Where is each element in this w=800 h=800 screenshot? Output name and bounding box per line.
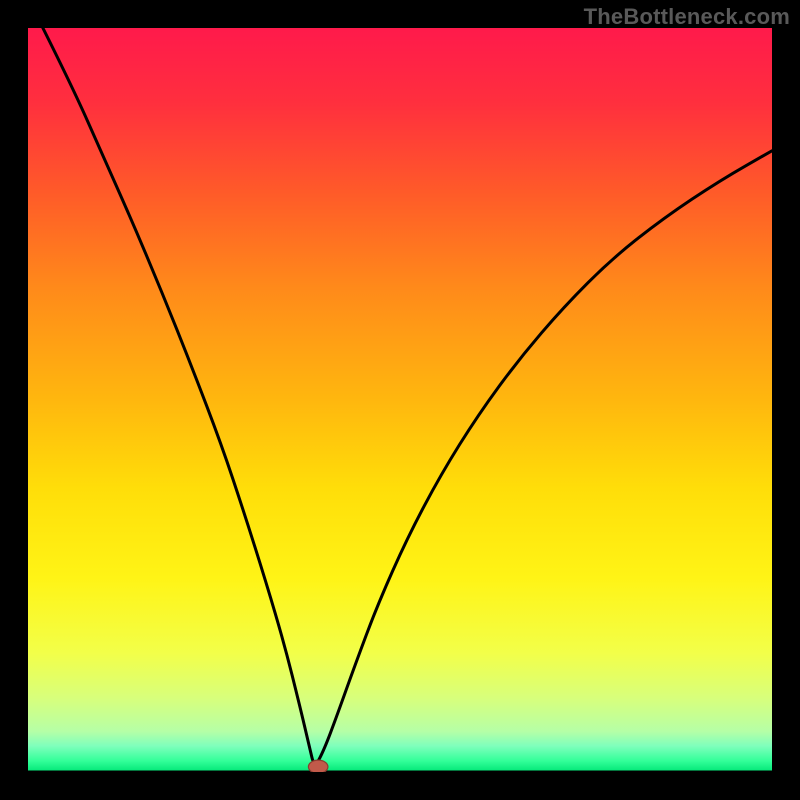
watermark-text: TheBottleneck.com [584, 4, 790, 30]
min-marker [308, 760, 328, 772]
bottleneck-curve [43, 28, 772, 763]
plot-area [28, 28, 772, 772]
curve-layer [28, 28, 772, 772]
